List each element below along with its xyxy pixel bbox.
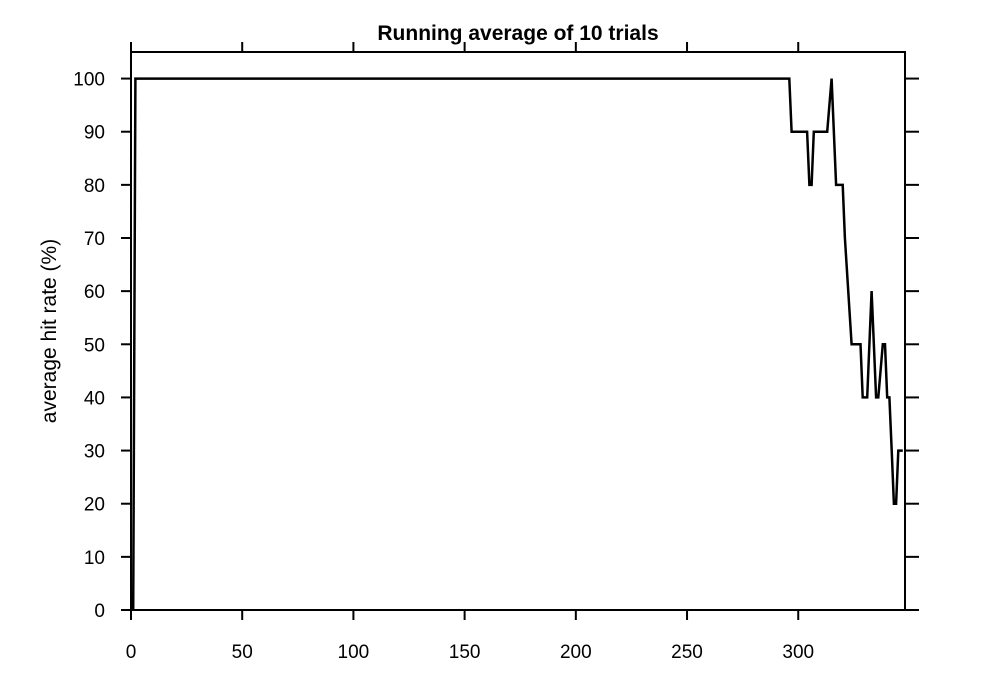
y-tick-labels: 0 10 20 30 40 50 60 70 80 90 100	[73, 70, 105, 622]
y-tick-label: 30	[84, 442, 105, 463]
chart-title: Running average of 10 trials	[377, 22, 658, 45]
y-tick-label: 80	[84, 176, 105, 197]
axis-ticks	[121, 42, 919, 620]
x-tick-label: 100	[338, 642, 370, 663]
y-tick-label: 50	[84, 335, 105, 356]
y-tick-label: 90	[84, 123, 105, 144]
y-tick-label: 60	[84, 282, 105, 303]
y-tick-label: 10	[84, 548, 105, 569]
x-tick-label: 150	[449, 642, 481, 663]
y-tick-label: 40	[84, 388, 105, 409]
y-tick-label: 100	[73, 70, 105, 91]
x-tick-label: 250	[671, 642, 703, 663]
x-tick-labels: 0 50 100 150 200 250 300	[126, 642, 814, 663]
y-tick-label: 0	[94, 601, 105, 622]
x-tick-label: 200	[560, 642, 592, 663]
series-line	[131, 77, 903, 611]
y-axis-label: average hit rate (%)	[38, 239, 61, 423]
y-tick-label: 70	[84, 229, 105, 250]
x-tick-label: 50	[232, 642, 253, 663]
x-tick-label: 0	[126, 642, 137, 663]
y-tick-label: 20	[84, 495, 105, 516]
plot-frame	[130, 51, 906, 611]
x-tick-label: 300	[782, 642, 814, 663]
series-layer	[131, 77, 903, 611]
